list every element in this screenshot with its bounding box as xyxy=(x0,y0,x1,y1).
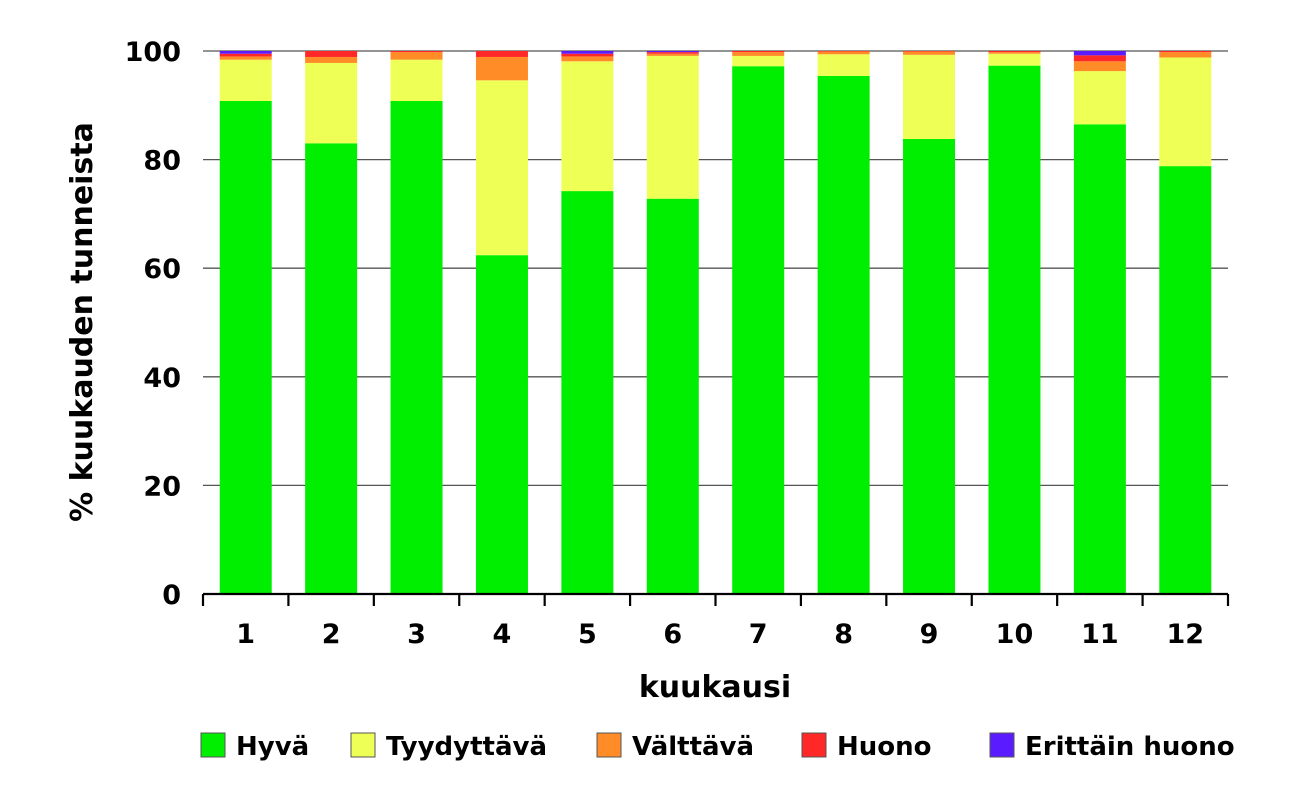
bar-segment-series-0-month-9 xyxy=(903,138,956,594)
x-tick-label: 6 xyxy=(663,619,682,650)
bar-segment-series-1-month-2 xyxy=(305,62,358,144)
x-tick-label: 3 xyxy=(407,619,426,650)
bar-segment-series-0-month-2 xyxy=(305,143,358,594)
bar-segment-series-3-month-5 xyxy=(561,53,614,57)
x-tick-label: 12 xyxy=(1167,619,1205,650)
x-axis-title: kuukausi xyxy=(639,670,791,705)
bar-segment-series-3-month-7 xyxy=(732,51,785,53)
bar-segment-series-2-month-1 xyxy=(219,56,272,60)
legend-label: Erittäin huono xyxy=(1025,732,1235,762)
legend-label: Hyvä xyxy=(236,732,309,762)
bar-segment-series-4-month-11 xyxy=(1073,51,1126,56)
y-tick-label: 0 xyxy=(162,580,181,611)
bar-segment-series-1-month-9 xyxy=(903,54,956,139)
bars-layer xyxy=(219,51,1212,595)
y-tick-label: 20 xyxy=(143,471,181,502)
x-tick-label: 11 xyxy=(1081,619,1119,650)
y-tick-label: 60 xyxy=(143,254,181,285)
bar-segment-series-0-month-1 xyxy=(219,100,272,595)
x-tick-label: 2 xyxy=(322,619,341,650)
bar-segment-series-0-month-5 xyxy=(561,191,614,594)
grid-layer xyxy=(203,50,1228,487)
bar-segment-series-3-month-2 xyxy=(305,51,358,57)
legend-swatch xyxy=(989,732,1015,758)
bar-segment-series-2-month-4 xyxy=(475,56,528,81)
legend: Hyvä Tyydyttävä Välttävä Huono Erittäin huon… xyxy=(200,732,1235,762)
x-tick-label: 9 xyxy=(920,619,939,650)
bar-segment-series-3-month-4 xyxy=(475,51,528,57)
bar-segment-series-1-month-3 xyxy=(390,59,443,101)
legend-swatch xyxy=(200,732,226,758)
legend-label: Välttävä xyxy=(632,732,754,762)
bar-segment-series-2-month-6 xyxy=(646,53,699,56)
bar-segment-series-2-month-12 xyxy=(1159,52,1212,58)
bar-segment-series-3-month-11 xyxy=(1073,55,1126,62)
bar-segment-series-3-month-3 xyxy=(390,51,443,53)
x-tick-label: 5 xyxy=(578,619,597,650)
bar-segment-series-2-month-3 xyxy=(390,52,443,60)
bar-segment-series-0-month-10 xyxy=(988,65,1041,594)
bar-segment-series-0-month-11 xyxy=(1073,124,1126,594)
bar-segment-series-1-month-11 xyxy=(1073,71,1126,125)
legend-swatch xyxy=(596,732,622,758)
bar-segment-series-3-month-1 xyxy=(219,53,272,57)
bar-segment-series-0-month-7 xyxy=(732,66,785,594)
bar-segment-series-3-month-6 xyxy=(646,52,699,54)
bar-segment-series-3-month-10 xyxy=(988,51,1041,53)
x-tick-label: 1 xyxy=(236,619,255,650)
axis-layer xyxy=(201,592,1230,606)
bar-segment-series-1-month-12 xyxy=(1159,57,1212,167)
bar-segment-series-0-month-4 xyxy=(475,255,528,595)
legend-label: Huono xyxy=(837,732,932,762)
bar-segment-series-4-month-5 xyxy=(561,51,614,54)
bar-segment-series-3-month-9 xyxy=(903,51,956,52)
bar-segment-series-2-month-11 xyxy=(1073,61,1126,72)
bar-segment-series-1-month-5 xyxy=(561,61,614,192)
x-tick-label: 8 xyxy=(834,619,853,650)
y-tick-label: 100 xyxy=(125,37,181,68)
bar-segment-series-1-month-10 xyxy=(988,53,1041,66)
y-tick-label: 80 xyxy=(143,146,181,177)
legend-swatch xyxy=(350,732,376,758)
bar-segment-series-2-month-10 xyxy=(988,52,1041,54)
bar-segment-series-0-month-3 xyxy=(390,100,443,595)
x-tick-label: 10 xyxy=(996,619,1034,650)
bar-segment-series-4-month-6 xyxy=(646,51,699,53)
bar-segment-series-0-month-6 xyxy=(646,198,699,594)
y-tick-label: 40 xyxy=(143,363,181,394)
bar-segment-series-3-month-8 xyxy=(817,51,870,52)
x-tick-label: 4 xyxy=(493,619,512,650)
bar-segment-series-1-month-8 xyxy=(817,54,870,76)
bar-segment-series-1-month-1 xyxy=(219,59,272,101)
bar-segment-series-2-month-9 xyxy=(903,51,956,55)
y-axis-title: % kuukauden tunneista xyxy=(65,122,100,522)
bar-segment-series-2-month-8 xyxy=(817,51,870,55)
legend-swatch xyxy=(801,732,827,758)
x-tick-label: 7 xyxy=(749,619,768,650)
bar-segment-series-2-month-7 xyxy=(732,52,785,56)
bar-segment-series-1-month-6 xyxy=(646,55,699,199)
bar-segment-series-3-month-12 xyxy=(1159,51,1212,53)
bar-segment-series-0-month-12 xyxy=(1159,166,1212,594)
bar-segment-series-0-month-8 xyxy=(817,75,870,595)
bar-segment-series-1-month-7 xyxy=(732,55,785,67)
bar-segment-series-1-month-4 xyxy=(475,80,528,256)
bar-segment-series-2-month-2 xyxy=(305,56,358,63)
bar-segment-series-4-month-1 xyxy=(219,51,272,54)
bar-segment-series-2-month-5 xyxy=(561,56,614,62)
legend-label: Tyydyttävä xyxy=(386,732,547,762)
